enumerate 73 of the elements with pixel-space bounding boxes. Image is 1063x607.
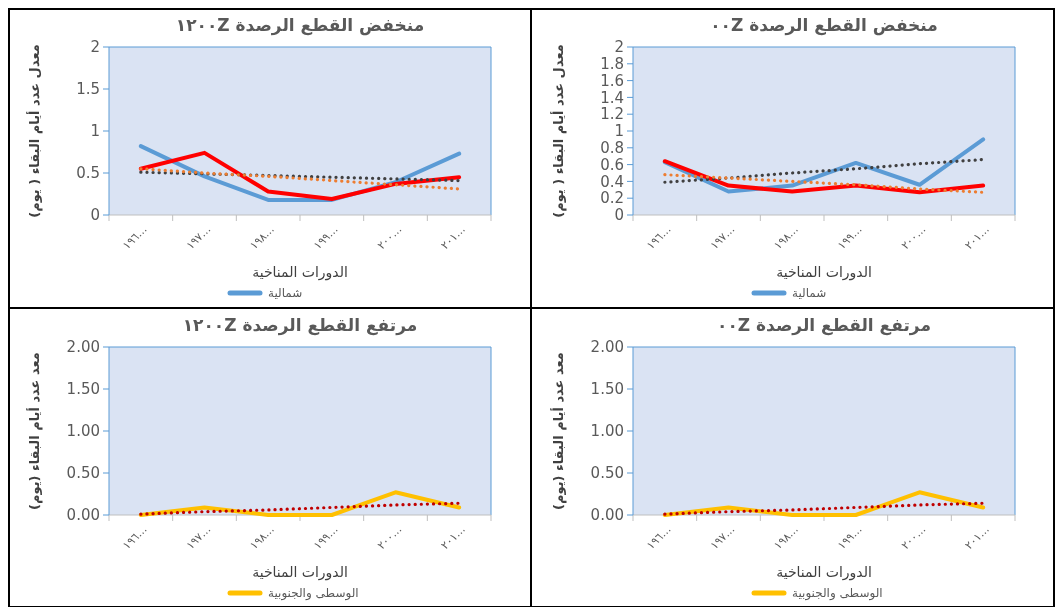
y-tick-label: 2 <box>614 38 624 57</box>
line-series <box>139 167 461 191</box>
line-series <box>663 173 985 194</box>
y-tick-label: 1.4 <box>600 88 624 107</box>
y-tick-label: 0.5 <box>76 164 100 183</box>
x-tick-label: ١٩٨… <box>771 222 802 253</box>
y-tick-label: 2 <box>90 38 100 57</box>
x-tick-label: ٢٠١… <box>962 222 993 253</box>
y-tick-label: 1.00 <box>66 422 100 441</box>
line-series <box>662 159 986 195</box>
y-tick-label: 1.00 <box>590 422 624 441</box>
y-axis-title: معد عدد أيام البقاء (يوم) <box>550 352 567 510</box>
x-tick-label: ٢٠٠… <box>374 222 405 253</box>
x-tick-label: ١٩٩… <box>311 222 341 253</box>
x-tick-label: ١٩٦… <box>120 522 150 553</box>
y-tick-label: 1.2 <box>600 105 624 124</box>
x-tick-label: ١٩٧… <box>183 522 214 553</box>
x-tick-label: ١٩٧… <box>707 522 738 553</box>
y-tick-label: 1 <box>90 122 100 141</box>
y-tick-label: 0.00 <box>590 506 624 525</box>
x-tick-label: ١٩٩… <box>311 522 341 553</box>
x-tick-label: ٢٠٠… <box>898 522 929 553</box>
y-tick-label: 1.50 <box>66 380 100 399</box>
y-tick-label: 0.4 <box>600 172 624 191</box>
x-tick-label: ٢٠٠… <box>898 222 929 253</box>
y-tick-label: 1.8 <box>600 55 624 74</box>
y-tick-label: 1.5 <box>76 80 100 99</box>
y-axis-title: معدل عدد أيام البقاء ( يوم) <box>26 44 43 218</box>
x-tick-label: ١٩٨… <box>247 222 278 253</box>
y-tick-label: 2.00 <box>590 338 624 357</box>
x-tick-label: ١٩٦… <box>644 222 674 253</box>
legend-label: الوسطى والجنوبية <box>792 586 883 601</box>
x-tick-label: ٢٠١… <box>438 222 469 253</box>
y-tick-label: 0 <box>614 206 624 225</box>
x-axis-title: الدورات المناخية <box>776 264 872 281</box>
x-tick-label: ١٩٩… <box>835 522 865 553</box>
y-tick-label: 0.2 <box>600 189 624 208</box>
line-series <box>139 170 461 183</box>
legend-label: شمالية <box>268 286 303 300</box>
y-tick-label: 2.00 <box>66 338 100 357</box>
x-tick-label: ١٩٨… <box>771 522 802 553</box>
y-tick-label: 1.6 <box>600 71 624 90</box>
x-tick-label: ١٩٩… <box>835 222 865 253</box>
x-tick-label: ١٩٦… <box>120 222 150 253</box>
y-tick-label: 1.50 <box>590 380 624 399</box>
line-series <box>663 157 985 184</box>
x-axis-title: الدورات المناخية <box>252 564 348 581</box>
line-series <box>663 501 985 516</box>
y-tick-label: 1 <box>614 122 624 141</box>
x-tick-label: ١٩٧… <box>707 222 738 253</box>
x-axis-title: الدورات المناخية <box>252 264 348 281</box>
y-tick-label: 0.8 <box>600 139 624 158</box>
x-tick-label: ٢٠٠… <box>374 522 405 553</box>
chart-title: مرتفع القطع الرصدة ١٢٠٠Z <box>182 315 418 336</box>
x-tick-label: ١٩٨… <box>247 522 278 553</box>
x-tick-label: ٢٠١… <box>962 522 993 553</box>
y-axis-title: معد عدد أيام البقاء (يوم) <box>26 352 43 510</box>
x-tick-label: ١٩٦… <box>644 522 674 553</box>
line-series <box>139 501 461 516</box>
legend-label: شمالية <box>792 286 827 300</box>
chart-title: مرتفع القطع الرصدة ٠٠Z <box>717 315 931 336</box>
y-tick-label: 0 <box>90 206 100 225</box>
chart-title: منخفض القطع الرصدة ١٢٠٠Z <box>175 15 425 36</box>
x-tick-label: ١٩٧… <box>183 222 214 253</box>
x-axis-title: الدورات المناخية <box>776 564 872 581</box>
y-tick-label: 0.6 <box>600 155 624 174</box>
y-tick-label: 0.00 <box>66 506 100 525</box>
x-tick-label: ٢٠١… <box>438 522 469 553</box>
chart-title: منخفض القطع الرصدة ٠٠Z <box>710 15 938 36</box>
legend-label: الوسطى والجنوبية <box>268 586 359 601</box>
y-axis-title: معدل عدد أيام البقاء ( يوم) <box>550 44 567 218</box>
y-tick-label: 0.50 <box>590 464 624 483</box>
y-tick-label: 0.50 <box>66 464 100 483</box>
